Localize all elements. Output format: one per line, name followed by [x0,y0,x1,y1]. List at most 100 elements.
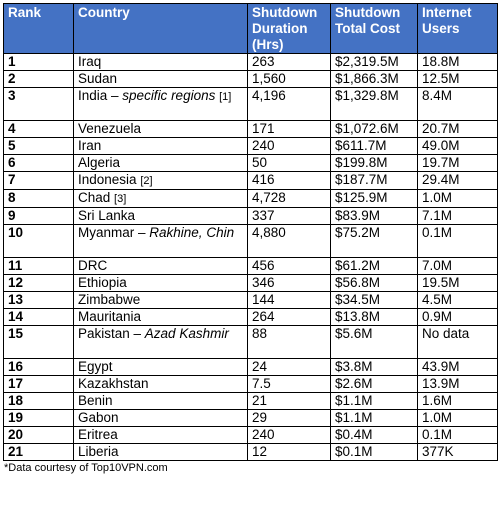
duration-cell: 144 [247,291,331,309]
country-name: Gabon [78,410,119,426]
users-cell: 49.0M [417,137,498,155]
users-cell: 43.9M [417,358,498,376]
cost-cell: $1,866.3M [330,70,418,88]
rank-cell: 8 [3,189,74,208]
table-row: 18 Benin 21 $1.1M 1.6M [3,392,498,410]
users-cell: 18.8M [417,53,498,71]
users-cell: 29.4M [417,171,498,190]
table-row: 15 Pakistan – Azad Kashmir 88 $5.6M No data [3,325,498,359]
rank-cell: 13 [3,291,74,309]
table-row: 8 Chad [3] 4,728 $125.9M 1.0M [3,189,498,208]
rank-cell: 12 [3,274,74,292]
country-name: Liberia [78,444,119,460]
duration-cell: 240 [247,137,331,155]
cost-cell: $2,319.5M [330,53,418,71]
table-row: 19 Gabon 29 $1.1M 1.0M [3,409,498,427]
cost-cell: $2.6M [330,375,418,393]
country-name: Ethiopia [78,275,127,291]
table-row: 3 India – specific regions [1] 4,196 $1,329… [3,87,498,121]
country-cell: Iraq [73,53,248,71]
users-cell: 0.9M [417,308,498,326]
cost-cell: $5.6M [330,325,418,359]
country-cell: Zimbabwe [73,291,248,309]
rank-cell: 9 [3,207,74,225]
duration-cell: 4,196 [247,87,331,121]
country-cell: Liberia [73,443,248,461]
duration-cell: 88 [247,325,331,359]
country-cell: Egypt [73,358,248,376]
cost-cell: $34.5M [330,291,418,309]
users-cell: 377K [417,443,498,461]
country-name: Iraq [78,54,102,70]
data-source-footnote: *Data courtesy of Top10VPN.com [4,462,168,474]
table-row: 4 Venezuela 171 $1,072.6M 20.7M [3,120,498,138]
table-row: 9 Sri Lanka 337 $83.9M 7.1M [3,207,498,225]
cost-cell: $1.1M [330,409,418,427]
duration-cell: 416 [247,171,331,190]
rank-cell: 20 [3,426,74,444]
shutdown-cost-table: Rank Country Shutdown Duration (Hrs) Shu… [3,3,498,461]
country-cell: India – specific regions [1] [73,87,248,121]
footnote-marker: [2] [140,175,153,187]
header-duration: Shutdown Duration (Hrs) [247,3,331,54]
duration-cell: 1,560 [247,70,331,88]
rank-cell: 3 [3,87,74,121]
table-row: 1 Iraq 263 $2,319.5M 18.8M [3,53,498,71]
country-name: Egypt [78,359,113,375]
country-name: India – [78,88,123,104]
country-name: Myanmar – [78,225,150,241]
table-row: 11 DRC 456 $61.2M 7.0M [3,257,498,275]
country-name: Mauritania [78,309,142,325]
header-country: Country [73,3,248,54]
users-cell: 7.1M [417,207,498,225]
duration-cell: 50 [247,154,331,172]
country-region: specific regions [122,88,216,104]
rank-cell: 4 [3,120,74,138]
users-cell: 7.0M [417,257,498,275]
duration-cell: 21 [247,392,331,410]
country-cell: Kazakhstan [73,375,248,393]
cost-cell: $1,072.6M [330,120,418,138]
cost-cell: $1.1M [330,392,418,410]
rank-cell: 2 [3,70,74,88]
duration-cell: 171 [247,120,331,138]
cost-cell: $125.9M [330,189,418,208]
duration-cell: 24 [247,358,331,376]
country-cell: Sudan [73,70,248,88]
duration-cell: 264 [247,308,331,326]
table-row: 21 Liberia 12 $0.1M 377K [3,443,498,461]
duration-cell: 346 [247,274,331,292]
users-cell: 1.0M [417,189,498,208]
table-row: 20 Eritrea 240 $0.4M 0.1M [3,426,498,444]
country-name: Chad [78,190,111,206]
rank-cell: 21 [3,443,74,461]
cost-cell: $83.9M [330,207,418,225]
cost-cell: $3.8M [330,358,418,376]
table-row: 5 Iran 240 $611.7M 49.0M [3,137,498,155]
country-cell: Venezuela [73,120,248,138]
rank-cell: 1 [3,53,74,71]
cost-cell: $75.2M [330,224,418,258]
country-region: Azad Kashmir [144,326,229,342]
cost-cell: $1,329.8M [330,87,418,121]
country-name: Indonesia [78,172,137,188]
country-name: Benin [78,393,113,409]
duration-cell: 29 [247,409,331,427]
cost-cell: $187.7M [330,171,418,190]
country-name: Eritrea [78,427,118,443]
rank-cell: 14 [3,308,74,326]
table-row: 6 Algeria 50 $199.8M 19.7M [3,154,498,172]
country-cell: Pakistan – Azad Kashmir [73,325,248,359]
table-row: 2 Sudan 1,560 $1,866.3M 12.5M [3,70,498,88]
rank-cell: 5 [3,137,74,155]
table-row: 14 Mauritania 264 $13.8M 0.9M [3,308,498,326]
users-cell: 1.6M [417,392,498,410]
duration-cell: 456 [247,257,331,275]
country-name: Venezuela [78,121,142,137]
country-name: Iran [78,138,102,154]
duration-cell: 12 [247,443,331,461]
users-cell: 0.1M [417,224,498,258]
duration-cell: 240 [247,426,331,444]
footnote-marker: [3] [114,193,127,205]
cost-cell: $199.8M [330,154,418,172]
